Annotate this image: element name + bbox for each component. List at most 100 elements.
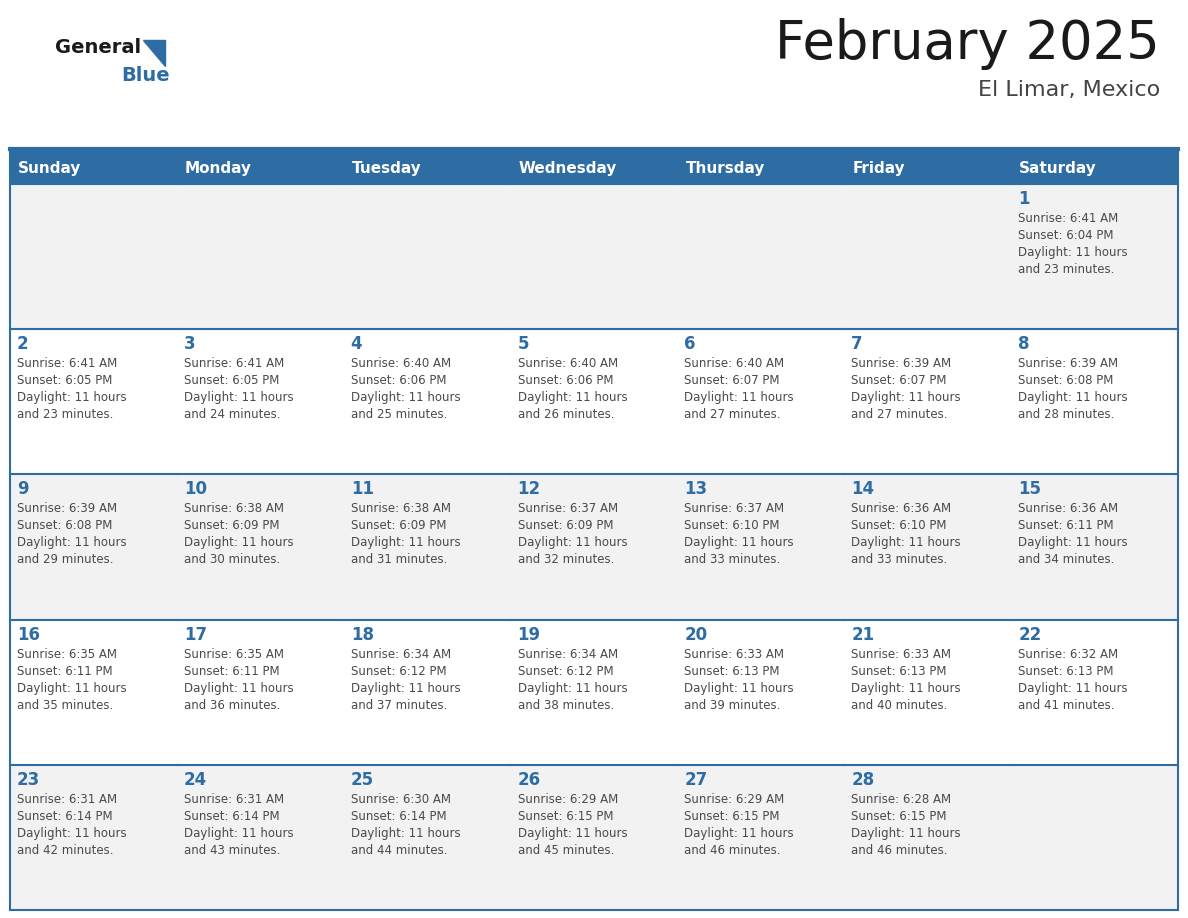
Text: Sunrise: 6:35 AM: Sunrise: 6:35 AM — [17, 647, 116, 661]
Text: 23: 23 — [17, 771, 40, 789]
Bar — [10, 184, 177, 330]
Text: 2: 2 — [17, 335, 29, 353]
Text: and 26 minutes.: and 26 minutes. — [518, 409, 614, 421]
Text: Wednesday: Wednesday — [519, 161, 617, 175]
Bar — [845, 184, 1011, 330]
Text: Daylight: 11 hours: Daylight: 11 hours — [684, 536, 794, 549]
Text: Sunset: 6:09 PM: Sunset: 6:09 PM — [518, 520, 613, 532]
Text: 20: 20 — [684, 625, 708, 644]
Text: and 45 minutes.: and 45 minutes. — [518, 844, 614, 856]
Text: Sunrise: 6:38 AM: Sunrise: 6:38 AM — [350, 502, 450, 515]
Text: Sunrise: 6:40 AM: Sunrise: 6:40 AM — [350, 357, 450, 370]
Text: 18: 18 — [350, 625, 374, 644]
Text: Sunrise: 6:31 AM: Sunrise: 6:31 AM — [17, 793, 118, 806]
Text: Daylight: 11 hours: Daylight: 11 hours — [184, 827, 293, 840]
Text: Sunset: 6:08 PM: Sunset: 6:08 PM — [1018, 375, 1113, 387]
Bar — [511, 765, 677, 910]
Text: and 27 minutes.: and 27 minutes. — [684, 409, 781, 421]
Text: Friday: Friday — [852, 161, 905, 175]
Text: 14: 14 — [852, 480, 874, 498]
Text: Sunrise: 6:28 AM: Sunrise: 6:28 AM — [852, 793, 952, 806]
Bar — [1011, 475, 1178, 620]
Text: Sunrise: 6:39 AM: Sunrise: 6:39 AM — [1018, 357, 1118, 370]
Text: 3: 3 — [184, 335, 196, 353]
Text: Saturday: Saturday — [1019, 161, 1097, 175]
Text: Sunset: 6:12 PM: Sunset: 6:12 PM — [350, 665, 447, 677]
Text: and 28 minutes.: and 28 minutes. — [1018, 409, 1114, 421]
Text: 7: 7 — [852, 335, 862, 353]
Text: Daylight: 11 hours: Daylight: 11 hours — [184, 391, 293, 404]
Bar — [343, 620, 511, 765]
Text: and 40 minutes.: and 40 minutes. — [852, 699, 948, 711]
Text: Thursday: Thursday — [685, 161, 765, 175]
Bar — [177, 765, 343, 910]
Text: Sunset: 6:12 PM: Sunset: 6:12 PM — [518, 665, 613, 677]
Bar — [10, 765, 177, 910]
Text: Blue: Blue — [121, 66, 170, 85]
Bar — [177, 620, 343, 765]
Text: Daylight: 11 hours: Daylight: 11 hours — [17, 681, 127, 695]
Text: Sunset: 6:06 PM: Sunset: 6:06 PM — [518, 375, 613, 387]
Text: Sunset: 6:13 PM: Sunset: 6:13 PM — [852, 665, 947, 677]
Text: and 33 minutes.: and 33 minutes. — [684, 554, 781, 566]
Text: Sunset: 6:11 PM: Sunset: 6:11 PM — [17, 665, 113, 677]
Bar — [845, 475, 1011, 620]
Bar — [1011, 184, 1178, 330]
Text: 8: 8 — [1018, 335, 1030, 353]
Bar — [845, 330, 1011, 475]
Bar — [511, 330, 677, 475]
Text: Monday: Monday — [185, 161, 252, 175]
Text: Tuesday: Tuesday — [352, 161, 422, 175]
Text: Sunrise: 6:41 AM: Sunrise: 6:41 AM — [17, 357, 118, 370]
Bar — [177, 152, 343, 184]
Bar — [511, 475, 677, 620]
Text: Daylight: 11 hours: Daylight: 11 hours — [852, 827, 961, 840]
Text: Sunrise: 6:37 AM: Sunrise: 6:37 AM — [684, 502, 784, 515]
Bar — [677, 620, 845, 765]
Text: Daylight: 11 hours: Daylight: 11 hours — [1018, 391, 1127, 404]
Text: and 44 minutes.: and 44 minutes. — [350, 844, 447, 856]
Text: Sunrise: 6:40 AM: Sunrise: 6:40 AM — [684, 357, 784, 370]
Text: 28: 28 — [852, 771, 874, 789]
Bar — [511, 620, 677, 765]
Bar — [10, 330, 177, 475]
Text: Sunrise: 6:36 AM: Sunrise: 6:36 AM — [852, 502, 952, 515]
Text: and 38 minutes.: and 38 minutes. — [518, 699, 614, 711]
Text: Daylight: 11 hours: Daylight: 11 hours — [184, 536, 293, 549]
Text: Sunset: 6:06 PM: Sunset: 6:06 PM — [350, 375, 447, 387]
Text: Sunrise: 6:31 AM: Sunrise: 6:31 AM — [184, 793, 284, 806]
Bar — [177, 184, 343, 330]
Text: Daylight: 11 hours: Daylight: 11 hours — [684, 681, 794, 695]
Text: Daylight: 11 hours: Daylight: 11 hours — [518, 536, 627, 549]
Text: Sunrise: 6:40 AM: Sunrise: 6:40 AM — [518, 357, 618, 370]
Text: February 2025: February 2025 — [776, 18, 1159, 70]
Text: Sunset: 6:05 PM: Sunset: 6:05 PM — [184, 375, 279, 387]
Text: Sunrise: 6:30 AM: Sunrise: 6:30 AM — [350, 793, 450, 806]
Text: and 37 minutes.: and 37 minutes. — [350, 699, 447, 711]
Text: Sunset: 6:07 PM: Sunset: 6:07 PM — [684, 375, 781, 387]
Bar — [177, 475, 343, 620]
Text: Sunrise: 6:35 AM: Sunrise: 6:35 AM — [184, 647, 284, 661]
Text: and 46 minutes.: and 46 minutes. — [852, 844, 948, 856]
Text: 5: 5 — [518, 335, 529, 353]
Text: Sunset: 6:09 PM: Sunset: 6:09 PM — [184, 520, 279, 532]
Text: 4: 4 — [350, 335, 362, 353]
Bar — [1011, 330, 1178, 475]
Text: Sunset: 6:08 PM: Sunset: 6:08 PM — [17, 520, 113, 532]
Text: 10: 10 — [184, 480, 207, 498]
Bar — [1011, 620, 1178, 765]
Bar — [343, 184, 511, 330]
Text: and 35 minutes.: and 35 minutes. — [17, 699, 113, 711]
Text: Sunset: 6:10 PM: Sunset: 6:10 PM — [684, 520, 781, 532]
Text: Daylight: 11 hours: Daylight: 11 hours — [518, 391, 627, 404]
Text: Sunset: 6:15 PM: Sunset: 6:15 PM — [518, 810, 613, 823]
Bar — [511, 184, 677, 330]
Bar — [677, 330, 845, 475]
Text: Sunrise: 6:39 AM: Sunrise: 6:39 AM — [852, 357, 952, 370]
Text: Sunrise: 6:41 AM: Sunrise: 6:41 AM — [184, 357, 284, 370]
Text: and 42 minutes.: and 42 minutes. — [17, 844, 114, 856]
Text: General: General — [55, 38, 141, 57]
Text: Sunset: 6:07 PM: Sunset: 6:07 PM — [852, 375, 947, 387]
Text: Sunset: 6:10 PM: Sunset: 6:10 PM — [852, 520, 947, 532]
Text: 12: 12 — [518, 480, 541, 498]
